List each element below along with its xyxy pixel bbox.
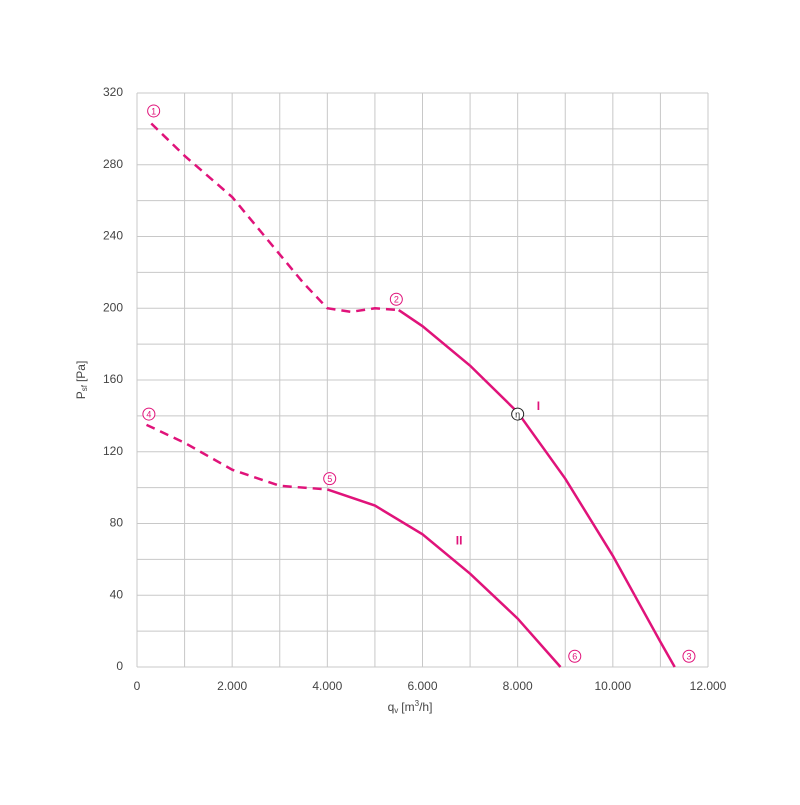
y-tick-label: 160	[103, 372, 123, 386]
y-tick-label: 0	[116, 659, 123, 673]
y-axis-label: Psf[Pa]	[74, 361, 89, 400]
y-tick-label: 280	[103, 157, 123, 171]
x-tick-label: 12.000	[690, 679, 727, 693]
x-tick-label: 0	[134, 679, 141, 693]
x-tick-label: 4.000	[312, 679, 342, 693]
annotation-label: 3	[686, 652, 691, 662]
curve-dashed	[150, 122, 399, 314]
annotation-marker	[323, 472, 337, 486]
y-tick-label: 80	[110, 516, 124, 530]
x-axis-label: qv [m3/h]	[388, 699, 433, 715]
x-tick-label: 6.000	[407, 679, 437, 693]
annotation-label: 6	[572, 652, 577, 662]
y-tick-label: 240	[103, 229, 123, 243]
curve-label: I	[537, 399, 540, 413]
y-tick-label: 120	[103, 444, 123, 458]
x-tick-label: 10.000	[594, 679, 631, 693]
curve-dashed	[145, 423, 328, 491]
annotation-label: 4	[146, 409, 151, 419]
annotation-label: 5	[327, 474, 332, 484]
x-tick-label: 8.000	[503, 679, 533, 693]
y-tick-label: 320	[103, 85, 123, 99]
annotation-marker	[568, 649, 582, 663]
annotation-marker	[147, 104, 161, 118]
annotation-label: 2	[394, 295, 399, 305]
y-tick-label: 40	[110, 587, 124, 601]
curve-solid	[398, 309, 676, 668]
curve-solid	[326, 488, 562, 668]
annotation-marker	[142, 407, 156, 421]
annotation-label: η	[515, 409, 520, 419]
y-tick-label: 200	[103, 300, 123, 314]
x-tick-label: 2.000	[217, 679, 247, 693]
annotation-marker	[511, 407, 525, 421]
annotation-marker	[682, 649, 696, 663]
curve-label: II	[456, 534, 463, 548]
annotation-label: 1	[151, 106, 156, 116]
annotation-marker	[389, 292, 403, 306]
